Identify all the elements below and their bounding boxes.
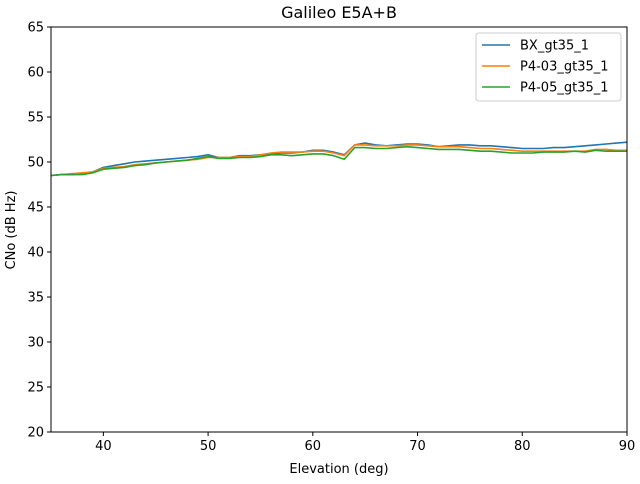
x-axis-label: Elevation (deg) bbox=[289, 462, 388, 477]
y-tick-label: 25 bbox=[27, 381, 44, 396]
y-axis: 20 25 30 35 40 45 50 55 60 65 bbox=[27, 21, 51, 441]
y-tick-label: 20 bbox=[27, 426, 44, 441]
y-axis-label: CNo (dB Hz) bbox=[4, 191, 19, 270]
legend-label: BX_gt35_1 bbox=[520, 39, 589, 54]
y-tick-label: 35 bbox=[27, 291, 44, 306]
series-layer bbox=[50, 141, 628, 177]
y-tick-label: 45 bbox=[27, 201, 44, 216]
series-line-3 bbox=[50, 145, 627, 177]
plot-frame bbox=[50, 26, 628, 433]
legend-label: P4-03_gt35_1 bbox=[520, 60, 609, 75]
x-tick-label: 50 bbox=[200, 439, 217, 454]
x-tick-label: 80 bbox=[514, 439, 531, 454]
x-tick-label: 60 bbox=[305, 439, 322, 454]
x-axis: 40 50 60 70 80 90 bbox=[95, 432, 635, 454]
x-tick-label: 90 bbox=[619, 439, 636, 454]
x-tick-label: 40 bbox=[95, 439, 112, 454]
series-line-1 bbox=[50, 141, 628, 177]
y-tick-label: 40 bbox=[27, 246, 44, 261]
y-tick-label: 60 bbox=[27, 66, 44, 81]
legend-label: P4-05_gt35_1 bbox=[520, 81, 609, 96]
legend: BX_gt35_1 P4-03_gt35_1 P4-05_gt35_1 bbox=[475, 32, 622, 102]
x-tick-label: 70 bbox=[409, 439, 426, 454]
y-tick-label: 55 bbox=[27, 111, 44, 126]
y-tick-label: 30 bbox=[27, 336, 44, 351]
y-tick-label: 50 bbox=[27, 156, 44, 171]
y-tick-label: 65 bbox=[27, 21, 44, 36]
legend-box bbox=[475, 32, 622, 102]
chart-title: Galileo E5A+B bbox=[281, 3, 397, 22]
